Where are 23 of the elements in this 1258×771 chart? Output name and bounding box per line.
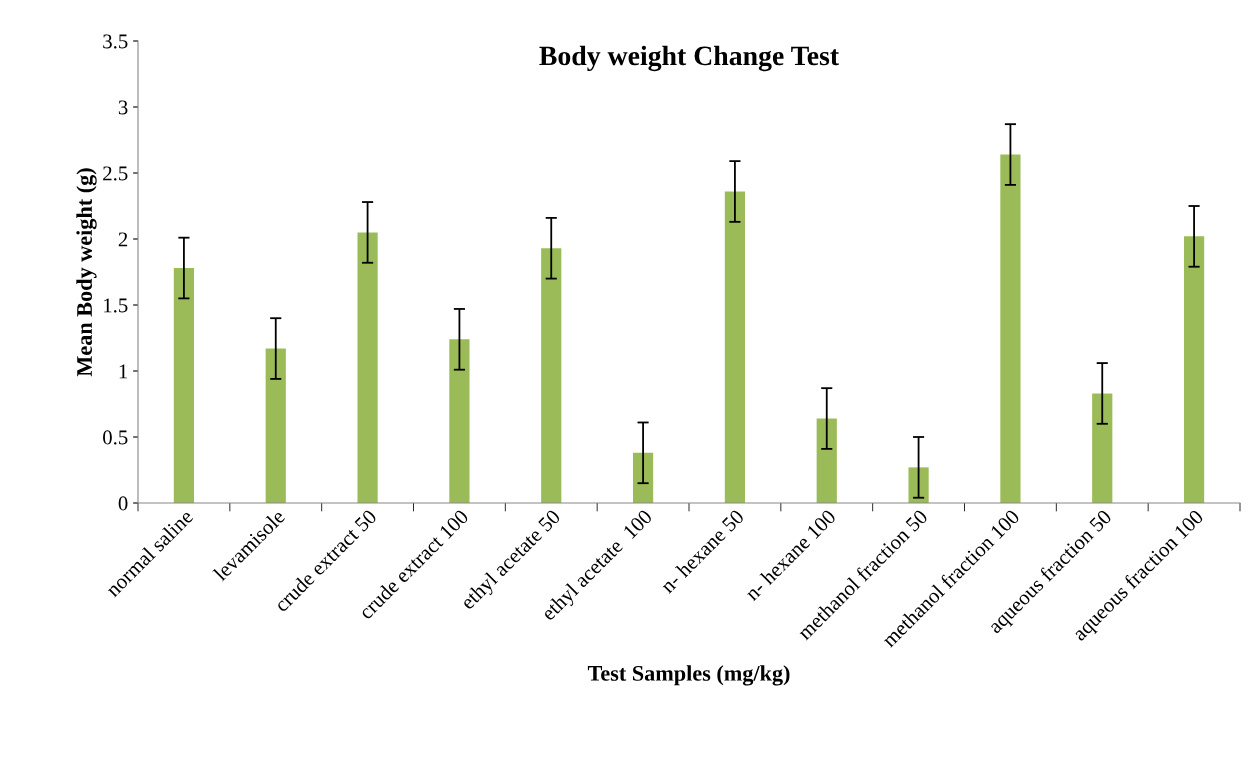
bar [632, 452, 654, 503]
bar [173, 268, 195, 503]
y-axis-title: Mean Body weight (g) [76, 168, 97, 377]
bar [1000, 154, 1021, 503]
bar [908, 467, 929, 503]
y-tick-label: 0.5 [103, 430, 128, 445]
y-tick-label: 0 [118, 496, 128, 511]
y-tick-label: 3.5 [103, 34, 128, 49]
bar [1092, 393, 1113, 503]
bar [816, 418, 837, 503]
y-tick-label: 1.5 [104, 298, 128, 313]
bar [724, 191, 746, 503]
y-tick-label: 1 [119, 364, 128, 379]
bar [1183, 236, 1205, 503]
bar [541, 248, 562, 503]
bar [265, 348, 286, 503]
bar [357, 232, 378, 503]
y-tick-label: 2 [118, 232, 128, 247]
bar [449, 339, 470, 503]
y-tick-label: 2.5 [103, 166, 128, 181]
y-tick-label: 3 [118, 100, 128, 115]
x-axis-title: Test Samples (mg/kg) [587, 665, 790, 686]
chart-title: Body weight Change Test [539, 45, 839, 72]
